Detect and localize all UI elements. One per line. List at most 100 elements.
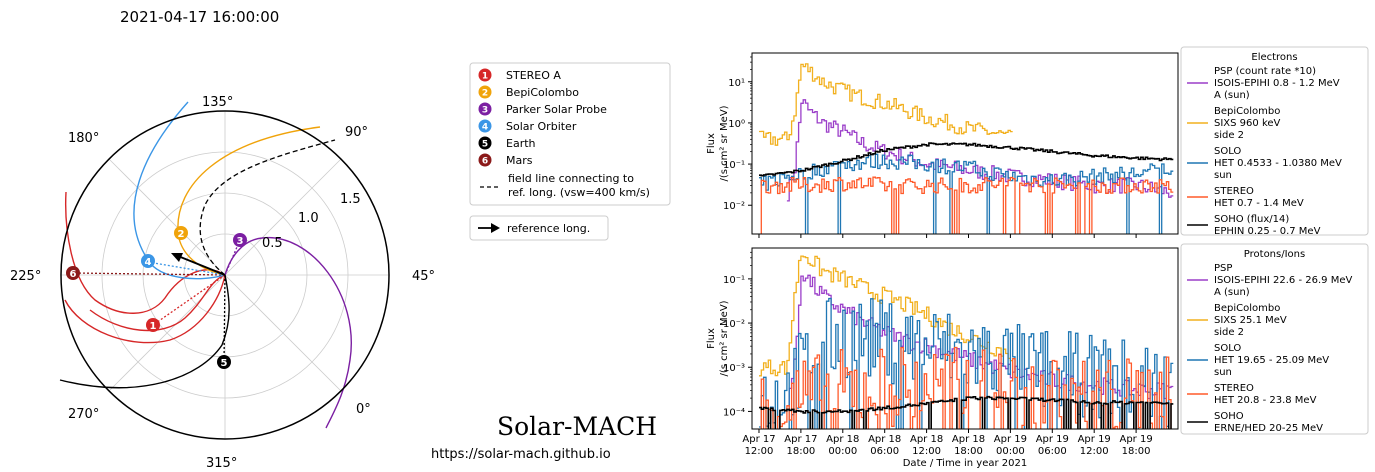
protons-series-3 — [760, 346, 1172, 429]
angle-label-270: 270° — [68, 407, 99, 422]
electrons-ylabel-1: Flux — [706, 133, 717, 154]
xtick-label: 12:00 — [1080, 446, 1109, 457]
electrons-ytick-label: 10⁰ — [728, 119, 745, 130]
brand-url[interactable]: https://solar-mach.github.io — [431, 447, 611, 462]
legend-item-label: Earth — [506, 137, 536, 150]
xtick-label: 06:00 — [1038, 446, 1067, 457]
xtick-label: Apr 18 — [826, 434, 859, 445]
svg-text:HET 19.65 - 25.09 MeV: HET 19.65 - 25.09 MeV — [1214, 355, 1329, 366]
marker-1: 1 — [146, 318, 160, 332]
svg-text:BepiColombo: BepiColombo — [1214, 303, 1280, 314]
svg-text:6: 6 — [482, 157, 488, 167]
svg-text:EPHIN 0.25 - 0.7 MeV: EPHIN 0.25 - 0.7 MeV — [1214, 226, 1321, 237]
legend-item-label: Solar Orbiter — [506, 120, 577, 133]
timestamp: 2021-04-17 16:00:00 — [120, 8, 280, 26]
xtick-label: Apr 17 — [784, 434, 817, 445]
svg-text:sun: sun — [1214, 170, 1232, 181]
protons-series-4 — [759, 395, 1174, 429]
field-line-legend-label-2: ref. long. (vsw=400 km/s) — [508, 186, 650, 199]
svg-text:1: 1 — [482, 72, 488, 82]
xtick-label: Apr 19 — [994, 434, 1027, 445]
svg-text:3: 3 — [482, 106, 488, 116]
protons-ytick-label: 10⁻³ — [723, 363, 745, 374]
radial-label-1-0: 1.0 — [298, 211, 319, 226]
reference-legend-box — [469, 215, 609, 241]
xtick-label: Apr 18 — [952, 434, 985, 445]
svg-text:SOLO: SOLO — [1214, 146, 1241, 157]
stereo-field-line-1 — [65, 191, 226, 314]
protons-ylabel-1: Flux — [706, 328, 717, 349]
electrons-ylabel-2: /(s cm² sr MeV) — [719, 105, 730, 181]
svg-text:PSP (count rate *10): PSP (count rate *10) — [1214, 66, 1316, 77]
electrons-legend-title: Electrons — [1251, 52, 1297, 63]
solo-field-line — [133, 101, 226, 280]
protons-ytick-label: 10⁻² — [723, 319, 745, 330]
angle-label-135: 135° — [202, 95, 233, 110]
angle-label-315: 315° — [206, 456, 237, 471]
legend-item-6: 6 Mars — [478, 153, 533, 167]
stereo-field-line-2 — [89, 274, 226, 332]
svg-text:side 2: side 2 — [1214, 130, 1244, 141]
svg-text:SIXS 960 keV: SIXS 960 keV — [1214, 118, 1281, 129]
protons-ytick-label: 10⁻⁴ — [723, 407, 745, 418]
electrons-legend-entry: SOHO (flux/14)EPHIN 0.25 - 0.7 MeV — [1187, 214, 1321, 237]
xtick-label: Apr 18 — [868, 434, 901, 445]
svg-text:HET 0.4533 - 1.0380 MeV: HET 0.4533 - 1.0380 MeV — [1214, 158, 1342, 169]
radial-label-0-5: 0.5 — [262, 236, 283, 251]
body-legend-box — [469, 62, 671, 206]
angle-label-0: 0° — [356, 402, 371, 417]
svg-text:HET 20.8 - 23.8 MeV: HET 20.8 - 23.8 MeV — [1214, 395, 1317, 406]
svg-text:ERNE/HED 20-25 MeV: ERNE/HED 20-25 MeV — [1214, 423, 1323, 434]
body-legend: 1 STEREO A 2 BepiColombo 3 Parker Solar Probe… — [469, 62, 671, 241]
protons-panel: 10⁻¹ 10⁻² 10⁻³ 10⁻⁴ Flux/(s cm² sr MeV) Proto… — [706, 243, 1369, 435]
xtick-label: 00:00 — [996, 446, 1025, 457]
electrons-series-2 — [759, 153, 1174, 234]
marker-5: 5 — [217, 355, 231, 369]
svg-text:SOLO: SOLO — [1214, 343, 1241, 354]
xaxis-label: Date / Time in year 2021 — [903, 458, 1028, 469]
svg-text:SOHO (flux/14): SOHO (flux/14) — [1214, 214, 1289, 225]
electrons-frame — [751, 52, 1179, 235]
legend-item-5: 5 Earth — [478, 136, 536, 150]
earth-field-line — [59, 274, 230, 389]
svg-text:BepiColombo: BepiColombo — [1214, 106, 1280, 117]
svg-text:STEREO: STEREO — [1214, 186, 1254, 197]
svg-text:A (sun): A (sun) — [1214, 90, 1250, 101]
reference-arrow-icon — [171, 253, 183, 262]
angle-label-90: 90° — [345, 125, 368, 140]
svg-text:SOHO: SOHO — [1214, 411, 1244, 422]
reference-field-line — [199, 139, 336, 276]
svg-text:1: 1 — [150, 321, 157, 332]
electrons-panel: 10¹ 10⁰ 10⁻¹ 10⁻² Flux/(s cm² sr MeV) Electro… — [706, 46, 1369, 238]
marker-4: 4 — [141, 254, 155, 268]
brand-title: Solar-MACH — [497, 412, 658, 441]
protons-frame — [751, 247, 1179, 430]
svg-text:ISOIS-EPIHI 22.6 - 26.9 MeV: ISOIS-EPIHI 22.6 - 26.9 MeV — [1214, 275, 1352, 286]
svg-text:2: 2 — [482, 89, 488, 99]
svg-text:side 2: side 2 — [1214, 327, 1244, 338]
svg-text:ISOIS-EPIHI 0.8 - 1.2 MeV: ISOIS-EPIHI 0.8 - 1.2 MeV — [1214, 78, 1340, 89]
marker-2: 2 — [174, 226, 188, 240]
protons-series-2 — [759, 297, 1174, 429]
polar-grid — [61, 111, 389, 439]
legend-item-1: 1 STEREO A — [478, 68, 561, 82]
svg-text:4: 4 — [482, 123, 488, 133]
field-line-legend-label-1: field line connecting to — [508, 172, 634, 185]
svg-text:5: 5 — [482, 140, 488, 150]
electrons-legend-entry: PSP (count rate *10)ISOIS-EPIHI 0.8 - 1.… — [1187, 66, 1340, 101]
xtick-label: 06:00 — [870, 446, 899, 457]
xtick-label: Apr 19 — [1078, 434, 1111, 445]
protons-ylabel-2: /(s cm² sr MeV) — [719, 300, 730, 376]
legend-item-label: BepiColombo — [506, 86, 579, 99]
electrons-ytick-label: 10¹ — [728, 78, 745, 89]
svg-text:STEREO: STEREO — [1214, 383, 1254, 394]
electrons-series-1 — [759, 63, 1013, 146]
xtick-label: Apr 18 — [910, 434, 943, 445]
